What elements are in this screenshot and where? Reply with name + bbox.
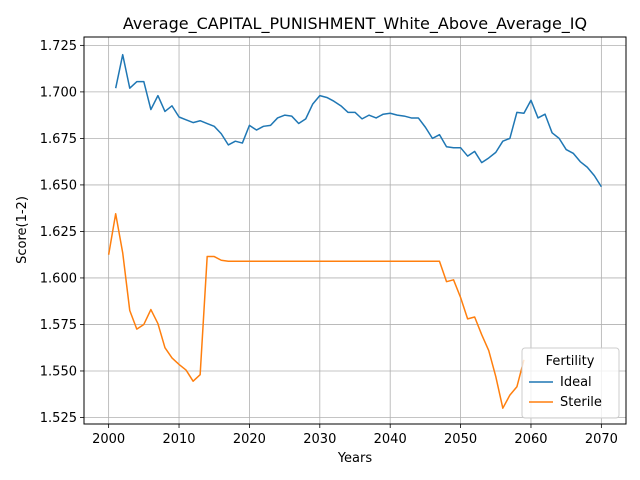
legend-label-ideal: Ideal [560,375,592,390]
y-tick-label: 1.625 [40,225,77,240]
x-tick-label: 2000 [92,432,125,447]
y-axis-label: Score(1-2) [15,196,30,264]
y-axis-ticks: 1.525 1.550 1.575 1.600 1.625 1.650 1.675 1.700… [40,39,84,426]
series-lines [107,53,602,409]
legend-box [521,347,620,419]
y-tick-label: 1.650 [40,178,77,193]
chart-title: Average_CAPITAL_PUNISHMENT_White_Above_A… [123,14,587,34]
series-line-sterile [107,213,525,409]
x-tick-label: 2010 [162,432,195,447]
plot-frame [83,36,627,425]
x-tick-label: 2050 [444,432,477,447]
x-tick-label: 2020 [233,432,266,447]
legend-title: Fertility [546,354,595,369]
y-tick-label: 1.725 [40,39,77,54]
y-tick-label: 1.675 [40,132,77,147]
x-tick-label: 2070 [585,432,618,447]
y-tick-label: 1.525 [40,411,77,426]
x-axis-label: Years [337,451,373,466]
x-axis-ticks: 2000 2010 2020 2030 2040 2050 2060 2070 [92,424,618,447]
y-tick-label: 1.600 [40,271,77,286]
y-tick-label: 1.550 [40,364,77,379]
y-tick-label: 1.700 [40,85,77,100]
x-tick-label: 2030 [303,432,336,447]
x-tick-label: 2060 [514,432,547,447]
y-tick-label: 1.575 [40,318,77,333]
legend-label-sterile: Sterile [560,395,602,410]
x-tick-label: 2040 [374,432,407,447]
legend: Fertility Ideal Sterile [521,347,620,419]
series-line-ideal [114,53,602,188]
